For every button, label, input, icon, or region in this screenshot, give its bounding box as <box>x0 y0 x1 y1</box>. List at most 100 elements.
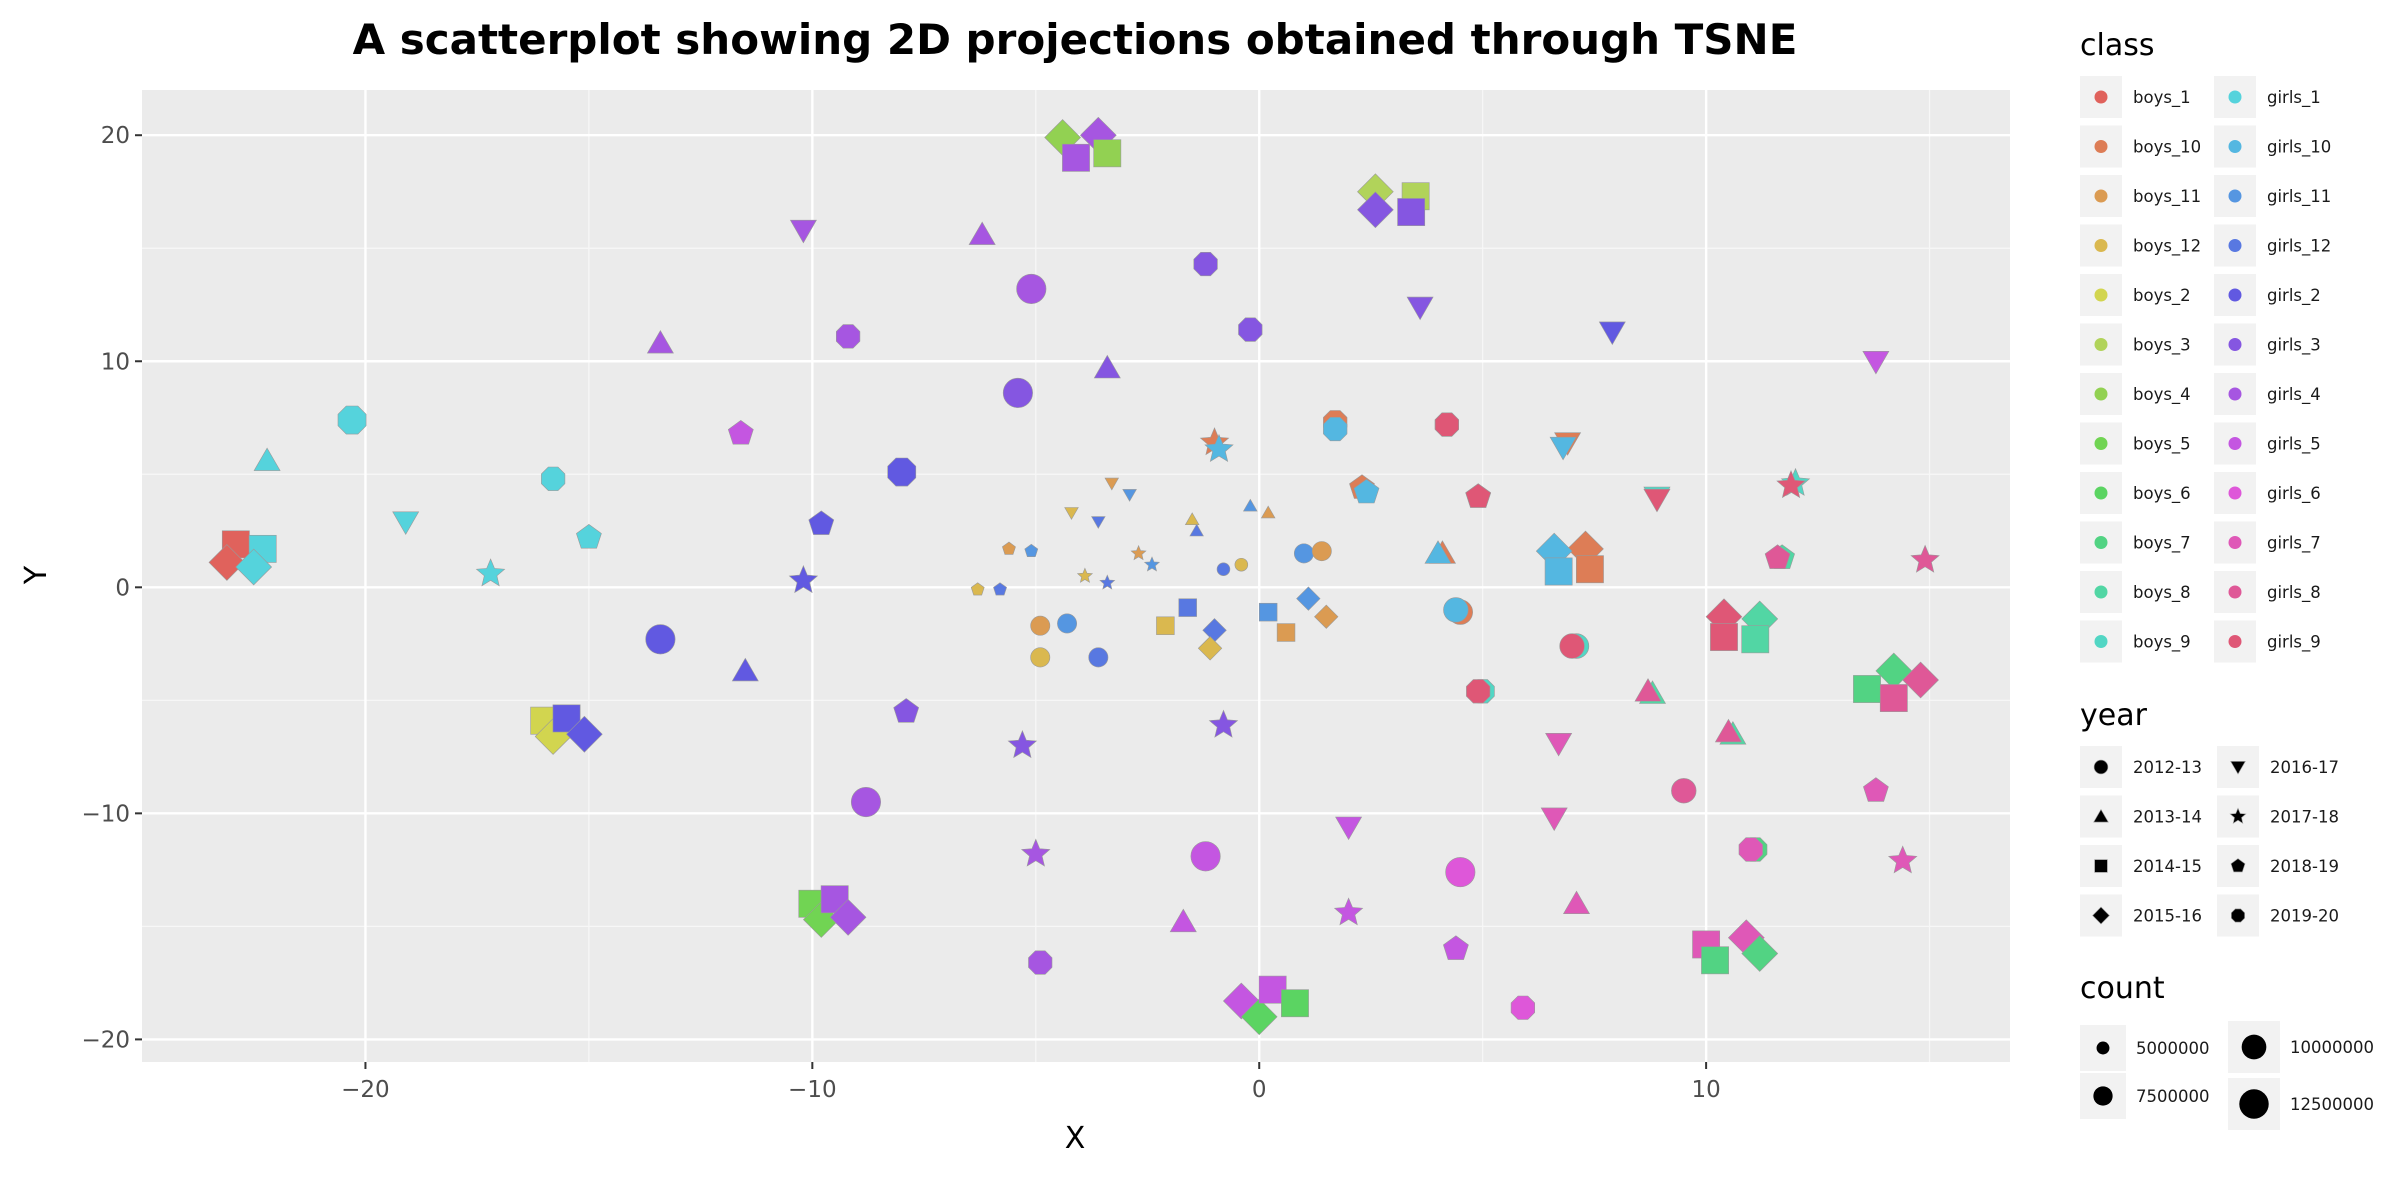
year-legend-shape <box>2093 808 2109 823</box>
data-point <box>1545 732 1573 757</box>
data-point <box>808 510 835 535</box>
class-legend-swatch <box>2228 635 2242 648</box>
data-point <box>968 221 996 245</box>
data-point <box>1443 597 1469 623</box>
data-point <box>893 698 920 723</box>
year-legend-shape <box>2230 761 2246 775</box>
class-legend-label: boys_9 <box>2133 633 2191 653</box>
data-point <box>1424 540 1452 564</box>
data-point <box>993 582 1007 596</box>
class-legend-label: girls_4 <box>2267 385 2321 405</box>
data-point <box>1276 623 1296 642</box>
data-point <box>541 466 566 491</box>
y-axis-title: Y <box>19 565 54 585</box>
data-point <box>1741 625 1770 654</box>
data-point <box>1671 778 1697 804</box>
data-point <box>1741 935 1779 972</box>
data-point <box>1242 498 1258 512</box>
year-legend-shape <box>2229 807 2247 824</box>
data-point <box>1598 321 1626 346</box>
data-point <box>1549 436 1577 461</box>
data-point <box>1007 730 1038 759</box>
data-point <box>1335 816 1363 841</box>
year-legend-shape <box>2092 906 2110 925</box>
class-legend-label: girls_7 <box>2267 534 2321 554</box>
data-point <box>1776 470 1806 499</box>
data-point <box>1710 623 1738 651</box>
data-point <box>1323 416 1348 442</box>
plot-panel <box>142 90 2010 1062</box>
class-legend-swatch <box>2228 90 2242 104</box>
class-legend-swatch <box>2094 338 2108 351</box>
year-legend-shape <box>2231 908 2245 923</box>
data-point <box>1862 350 1890 375</box>
class-legend-swatch <box>2094 90 2108 104</box>
class-legend-swatch <box>2228 189 2242 203</box>
data-point <box>1204 433 1234 463</box>
data-point <box>727 420 754 445</box>
data-point <box>1030 615 1051 636</box>
data-point <box>1189 523 1204 537</box>
class-legend-label: girls_5 <box>2267 435 2321 455</box>
minor-gridlines <box>142 90 2010 1062</box>
data-point <box>646 330 674 354</box>
count-legend: count 5000000 7500000 10000000 12500000 <box>2080 971 2374 1130</box>
data-point <box>1357 191 1394 229</box>
class-legend-title: class <box>2080 28 2154 63</box>
data-point <box>1169 908 1197 933</box>
data-point <box>566 715 603 753</box>
count-legend-circle <box>2096 1041 2110 1055</box>
class-legend-swatch <box>2094 140 2108 153</box>
data-point <box>1130 544 1147 561</box>
data-point <box>1714 718 1743 743</box>
data-point <box>1178 598 1197 617</box>
data-point <box>829 898 867 936</box>
class-legend-label: boys_1 <box>2133 88 2191 108</box>
data-point <box>1062 143 1090 172</box>
count-legend-title: count <box>2080 971 2165 1006</box>
data-point <box>835 324 861 349</box>
class-legend-swatch <box>2228 387 2242 401</box>
data-point <box>1764 544 1791 569</box>
year-legend-title: year <box>2080 698 2148 733</box>
year-legend-label: 2018-19 <box>2270 857 2339 876</box>
data-point <box>1076 567 1094 583</box>
data-point <box>475 558 506 587</box>
data-point <box>887 457 917 487</box>
class-legend-swatch <box>2094 635 2108 648</box>
class-legend-swatch <box>2228 140 2242 153</box>
class-legend-swatch <box>2094 437 2108 450</box>
data-point <box>1562 890 1591 915</box>
data-point <box>1559 633 1585 659</box>
data-point <box>1260 505 1276 519</box>
class-legend-swatch <box>2228 338 2242 351</box>
count-legend-circle <box>2093 1086 2113 1106</box>
data-point <box>1314 604 1339 629</box>
y-tick-label: −10 <box>81 801 130 827</box>
data-point <box>1091 516 1106 529</box>
y-tick-label: 0 <box>115 575 130 601</box>
year-legend: year 2012-13 2013-14 2014-15 2015-16 2016-17… <box>2080 698 2339 937</box>
data-point <box>1634 678 1662 702</box>
data-point <box>645 624 676 655</box>
data-point <box>1156 616 1175 635</box>
class-legend-label: boys_7 <box>2133 534 2191 554</box>
data-point <box>1875 652 1913 690</box>
year-legend-shape <box>2094 859 2108 873</box>
class-legend-swatch <box>2228 437 2242 450</box>
data-point <box>1445 857 1476 888</box>
data-point <box>337 405 367 435</box>
data-point <box>392 511 420 536</box>
data-point <box>1088 647 1109 668</box>
data-point <box>1093 139 1122 168</box>
class-legend-label: girls_8 <box>2267 583 2321 603</box>
class-legend-swatch <box>2228 239 2242 252</box>
count-legend-label: 10000000 <box>2290 1038 2374 1057</box>
data-point <box>1143 556 1161 572</box>
data-point <box>1193 252 1218 277</box>
class-legend-label: boys_2 <box>2133 286 2191 306</box>
x-tick-label: −20 <box>341 1077 390 1103</box>
class-legend-swatch <box>2094 585 2108 599</box>
year-legend-label: 2016-17 <box>2270 758 2339 777</box>
data-point <box>1238 317 1263 342</box>
